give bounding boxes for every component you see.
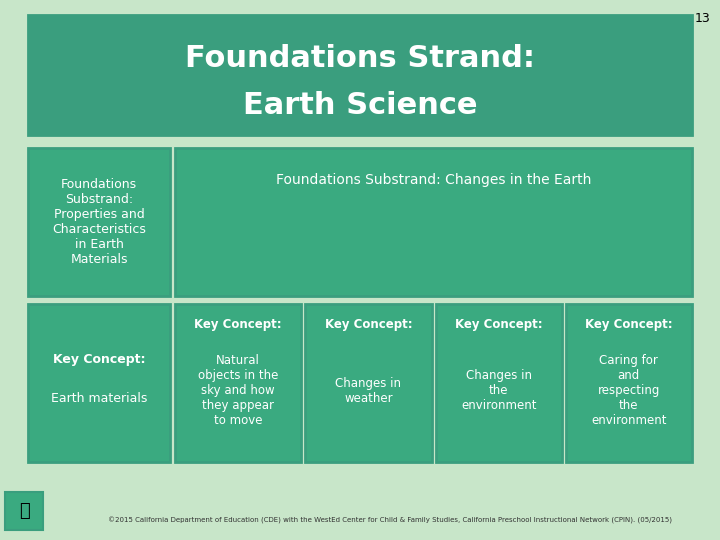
Text: Natural
objects in the
sky and how
they appear
to move: Natural objects in the sky and how they … (198, 354, 279, 427)
Text: Key Concept:: Key Concept: (53, 353, 145, 366)
Bar (566, 304, 692, 462)
Text: Key Concept:: Key Concept: (455, 318, 542, 331)
Text: Key Concept:: Key Concept: (194, 318, 282, 331)
Text: Earth materials: Earth materials (51, 392, 147, 406)
Bar (305, 304, 431, 462)
Bar (5, 492, 43, 530)
Text: Foundations Strand:: Foundations Strand: (185, 44, 535, 73)
Text: Changes in
the
environment: Changes in the environment (461, 369, 536, 413)
Text: Foundations Substrand: Changes in the Earth: Foundations Substrand: Changes in the Ea… (276, 173, 591, 187)
Text: Key Concept:: Key Concept: (325, 318, 412, 331)
Text: ©2015 California Department of Education (CDE) with the WestEd Center for Child : ©2015 California Department of Education… (108, 516, 672, 524)
Text: 13: 13 (694, 12, 710, 25)
Text: Earth Science: Earth Science (243, 91, 477, 119)
Text: Key Concept:: Key Concept: (585, 318, 672, 331)
Text: Foundations
Substrand:
Properties and
Characteristics
in Earth
Materials: Foundations Substrand: Properties and Ch… (52, 178, 146, 266)
Bar (175, 148, 692, 296)
Bar (175, 304, 301, 462)
Bar (28, 15, 692, 135)
Bar (28, 148, 170, 296)
Text: Changes in
weather: Changes in weather (336, 377, 401, 405)
Text: Caring for
and
respecting
the
environment: Caring for and respecting the environmen… (591, 354, 667, 427)
Bar (28, 304, 170, 462)
Bar (436, 304, 562, 462)
Text: 🌿: 🌿 (19, 502, 30, 520)
